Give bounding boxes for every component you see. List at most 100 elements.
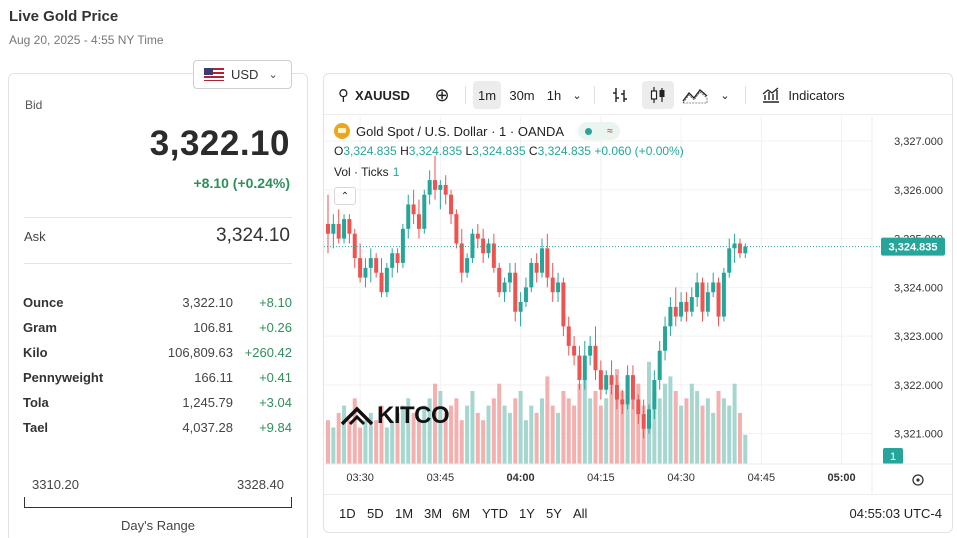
candle-body — [502, 282, 507, 293]
candles-chart-type-button[interactable] — [642, 81, 674, 109]
logo-text: KITCO — [377, 402, 450, 429]
candle-body — [641, 414, 646, 429]
candle-body — [523, 287, 528, 302]
volume-bar — [727, 405, 732, 464]
volume-bar — [358, 427, 363, 464]
range-3m-button[interactable]: 3M — [424, 506, 443, 521]
candle-body — [695, 282, 700, 298]
unit-price: 166.11 — [194, 370, 233, 385]
candle-body — [379, 272, 384, 293]
volume-bar — [395, 412, 400, 464]
volume-bar — [593, 391, 598, 464]
candle-body — [400, 228, 405, 263]
volume-bar — [331, 427, 336, 464]
indicators-label: Indicators — [788, 87, 845, 103]
volume-bar — [384, 427, 389, 464]
unit-row-pennyweight: Pennyweight 166.11 +0.41 — [23, 365, 293, 390]
unit-change: +260.42 — [244, 345, 292, 360]
chart-clock: 04:55:03 UTC-4 — [849, 506, 943, 521]
candle-body — [406, 204, 411, 229]
unit-price: 3,322.10 — [182, 295, 233, 310]
unit-change: +9.84 — [259, 420, 292, 435]
interval-1m-button[interactable]: 1m — [473, 81, 501, 109]
indicators-button[interactable]: Indicators — [754, 81, 852, 109]
axis-settings-icon[interactable] — [912, 474, 924, 486]
candle-body — [497, 267, 502, 293]
volume-bar — [673, 391, 678, 464]
unit-change: +8.10 — [259, 295, 292, 310]
range-1m-button[interactable]: 1M — [395, 506, 414, 521]
candle-body — [518, 301, 523, 312]
collapse-legend-button[interactable]: ⌃ — [334, 187, 356, 205]
candle-body — [481, 238, 486, 254]
unit-row-gram: Gram 106.81 +0.26 — [23, 315, 293, 340]
area-chart-type-button[interactable] — [680, 81, 710, 109]
compare-add-button[interactable]: ⊕ — [428, 81, 456, 109]
interval-1h-button[interactable]: 1h — [546, 87, 562, 103]
unit-price: 106.81 — [193, 320, 233, 335]
chevron-up-icon: ⌃ — [340, 190, 350, 202]
interval-dropdown-button[interactable]: ⌄ — [568, 81, 586, 109]
day-range-low: 3310.20 — [32, 477, 79, 492]
market-status-pill[interactable]: ≈ — [578, 122, 621, 140]
candle-body — [352, 233, 357, 259]
candle-body — [540, 248, 544, 273]
volume-bar — [620, 391, 625, 464]
candle-body — [347, 219, 352, 234]
volume-bar — [657, 398, 662, 464]
volume-bar — [342, 405, 347, 464]
x-tick-label: 03:45 — [427, 472, 455, 484]
high-label: H — [400, 144, 409, 158]
ask-label: Ask — [24, 229, 46, 244]
y-tick-label: 3,326.000 — [894, 185, 943, 197]
candle-body — [614, 384, 619, 400]
currency-label: USD — [231, 67, 259, 82]
candle-body — [475, 233, 480, 239]
range-5d-button[interactable]: 5D — [367, 506, 384, 521]
volume-bar — [737, 412, 742, 464]
candle-body — [491, 243, 496, 268]
volume-legend: Vol · Ticks 1 — [334, 165, 399, 179]
unit-name: Pennyweight — [23, 370, 104, 385]
volume-bar — [411, 412, 416, 464]
price-panel — [8, 73, 308, 538]
range-5y-button[interactable]: 5Y — [546, 506, 562, 521]
toolbar-separator — [465, 86, 466, 104]
range-all-button[interactable]: All — [573, 506, 588, 521]
bid-price: 3,322.10 — [149, 124, 290, 163]
range-6m-button[interactable]: 6M — [452, 506, 471, 521]
candle-body — [737, 243, 742, 254]
plus-circle-icon: ⊕ — [434, 84, 450, 105]
candle-body — [454, 214, 459, 244]
chart-range-bar: 1D 5D 1M 3M 6M YTD 1Y 5Y All 04:55:03 UT… — [324, 494, 952, 532]
volume-bar — [513, 398, 518, 464]
candle-body — [427, 180, 432, 195]
volume-bar — [518, 391, 523, 464]
price-chart-canvas[interactable]: 3,327.0003,326.0003,325.0003,324.0003,32… — [324, 116, 952, 494]
volume-bar — [486, 405, 491, 464]
low-value: 3,324.835 — [472, 144, 526, 158]
volume-bar — [416, 420, 421, 464]
volume-tag-label: 1 — [890, 451, 896, 463]
candle-body — [630, 375, 635, 400]
range-1y-button[interactable]: 1Y — [519, 506, 535, 521]
volume-bar — [716, 391, 721, 464]
range-1d-button[interactable]: 1D — [339, 506, 356, 521]
symbol-search-button[interactable]: ⚲ XAUUSD — [333, 81, 415, 109]
divider — [24, 263, 292, 264]
candle-body — [368, 258, 373, 268]
volume-value: 1 — [392, 165, 400, 179]
candlestick-icon — [650, 87, 665, 103]
interval-30m-button[interactable]: 30m — [509, 87, 535, 103]
toolbar-separator — [745, 86, 746, 104]
volume-bar — [582, 376, 587, 464]
currency-select[interactable]: USD ⌄ — [193, 60, 292, 89]
volume-bar — [459, 420, 464, 464]
range-ytd-button[interactable]: YTD — [482, 506, 508, 521]
bid-change: +8.10 (+0.24%) — [193, 175, 290, 191]
unit-price-table: Ounce 3,322.10 +8.10 Gram 106.81 +0.26 K… — [23, 290, 293, 440]
candle-body — [673, 306, 678, 317]
candle-body — [556, 282, 561, 293]
chart-type-dropdown-button[interactable]: ⌄ — [716, 81, 734, 109]
bar-chart-type-button[interactable] — [606, 81, 634, 109]
